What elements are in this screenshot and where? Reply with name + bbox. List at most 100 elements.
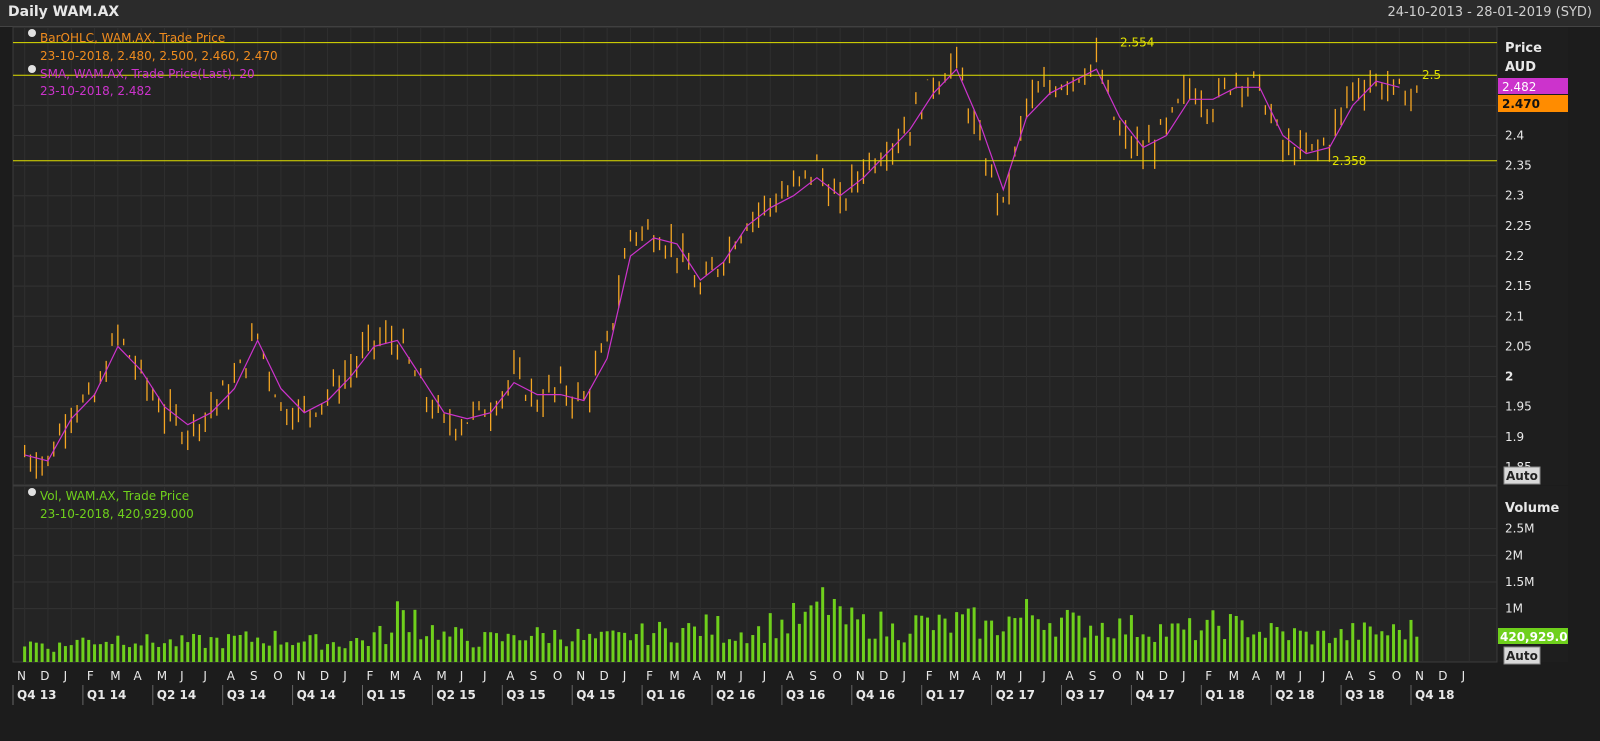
volume-bar xyxy=(343,648,347,662)
month-label: F xyxy=(367,669,374,683)
volume-bar xyxy=(605,631,609,662)
month-label: O xyxy=(273,669,282,683)
volume-tick-label: 1.5M xyxy=(1505,575,1534,589)
volume-bar xyxy=(1030,615,1034,662)
volume-bar xyxy=(1106,637,1110,662)
volume-tick-labels: 2.5M 2M 1.5M 1M xyxy=(1505,522,1534,616)
volume-bar xyxy=(1415,636,1419,662)
month-label: M xyxy=(390,669,400,683)
month-label: A xyxy=(693,669,702,683)
volume-tick-label: 2M xyxy=(1505,548,1523,562)
price-tick-label: 2.4 xyxy=(1505,128,1524,142)
volume-bar xyxy=(529,635,533,662)
quarter-label: Q4 14 xyxy=(297,688,336,702)
month-label: S xyxy=(809,669,817,683)
volume-bar xyxy=(920,615,924,662)
volume-bar xyxy=(623,632,627,662)
volume-bar xyxy=(757,626,761,662)
month-label: J xyxy=(179,669,184,683)
volume-bar xyxy=(949,632,953,662)
volume-bar xyxy=(23,646,27,662)
volume-bar xyxy=(634,634,638,662)
month-label: A xyxy=(227,669,236,683)
volume-bar xyxy=(349,641,353,662)
month-label: A xyxy=(1345,669,1354,683)
month-label: N xyxy=(1135,669,1144,683)
volume-bar xyxy=(180,635,184,662)
volume-bar xyxy=(891,623,895,662)
month-label: O xyxy=(833,669,842,683)
quarter-label: Q2 18 xyxy=(1275,688,1314,702)
volume-bar xyxy=(1322,630,1326,662)
volume-bar xyxy=(1054,636,1058,662)
volume-bar xyxy=(395,601,399,662)
volume-bar xyxy=(186,642,190,662)
volume-bar xyxy=(355,638,359,662)
legend-info-icon[interactable] xyxy=(28,65,36,73)
volume-bar xyxy=(1112,638,1116,662)
volume-bar xyxy=(943,618,947,662)
volume-bar xyxy=(436,639,440,662)
volume-bar xyxy=(896,640,900,662)
month-label: M xyxy=(716,669,726,683)
chart-title: Daily WAM.AX xyxy=(8,4,120,20)
month-label: D xyxy=(600,669,609,683)
volume-bar xyxy=(1094,635,1098,662)
volume-bar xyxy=(786,633,790,662)
volume-bar xyxy=(1368,626,1372,662)
quarter-label: Q2 17 xyxy=(996,688,1035,702)
volume-bar xyxy=(28,641,32,662)
volume-bar xyxy=(693,626,697,662)
legend-info-icon[interactable] xyxy=(28,488,36,496)
volume-bar xyxy=(1007,616,1011,662)
volume-bar xyxy=(215,637,219,662)
x-axis-area xyxy=(0,663,1600,741)
volume-bar xyxy=(663,628,667,662)
volume-bar xyxy=(1258,631,1262,662)
volume-bar xyxy=(1205,619,1209,662)
volume-auto-button[interactable] xyxy=(1503,646,1541,665)
volume-bar xyxy=(110,643,114,662)
volume-bar xyxy=(139,645,143,662)
month-label: D xyxy=(40,669,49,683)
volume-bar xyxy=(256,637,260,662)
volume-bar xyxy=(460,628,464,662)
month-label: J xyxy=(738,669,743,683)
volume-bar xyxy=(314,634,318,662)
volume-bar xyxy=(698,635,702,662)
volume-bar xyxy=(1298,630,1302,662)
volume-bar xyxy=(1246,637,1250,662)
volume-bar xyxy=(1304,631,1308,662)
month-label: M xyxy=(1229,669,1239,683)
volume-bar xyxy=(494,633,498,662)
volume-bar xyxy=(576,628,580,662)
quarter-label: Q4 13 xyxy=(17,688,56,702)
volume-bar xyxy=(879,611,883,662)
month-label: N xyxy=(1415,669,1424,683)
volume-bar xyxy=(337,646,341,662)
volume-bar xyxy=(489,632,493,662)
month-label: J xyxy=(1461,669,1466,683)
volume-bar xyxy=(366,646,370,662)
volume-bar xyxy=(93,644,97,662)
volume-plot-area[interactable] xyxy=(12,485,1498,663)
month-label: A xyxy=(134,669,143,683)
volume-bar xyxy=(937,614,941,662)
volume-value-tag-label: 420,929.0 xyxy=(1500,630,1568,644)
volume-bar xyxy=(1223,639,1227,662)
volume-bar xyxy=(483,632,487,662)
volume-bar xyxy=(238,634,242,662)
month-label: F xyxy=(926,669,933,683)
volume-bar xyxy=(285,642,289,662)
volume-bar xyxy=(564,646,568,662)
volume-bar xyxy=(1025,599,1029,662)
month-label: M xyxy=(1275,669,1285,683)
volume-bar xyxy=(681,628,685,662)
month-label: J xyxy=(459,669,464,683)
month-label: N xyxy=(576,669,585,683)
month-label: O xyxy=(553,669,562,683)
price-auto-button[interactable] xyxy=(1503,466,1541,485)
legend-info-icon[interactable] xyxy=(28,29,36,37)
volume-bar xyxy=(273,630,277,662)
